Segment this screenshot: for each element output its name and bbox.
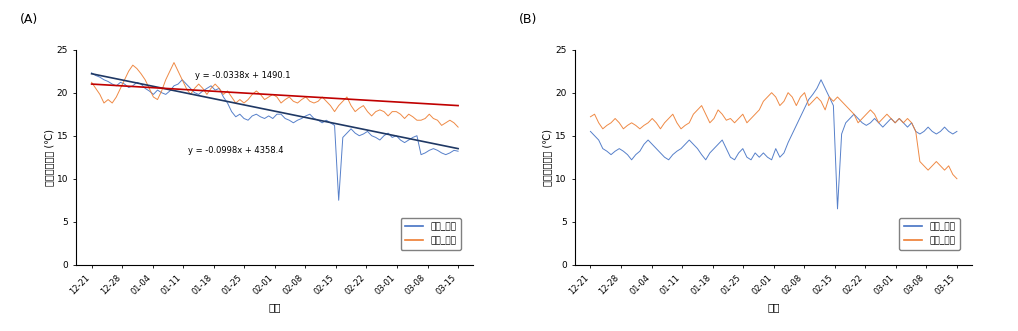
X-axis label: 날자: 날자: [269, 302, 281, 312]
Legend: 남북_내부, 동서_내부: 남북_내부, 동서_내부: [401, 218, 461, 250]
Legend: 남북_외부, 동서_외부: 남북_외부, 동서_외부: [900, 218, 960, 250]
Y-axis label: 봉군내부온도 (℃): 봉군내부온도 (℃): [44, 129, 54, 186]
Text: (B): (B): [519, 13, 538, 26]
Text: y = -0.0338x + 1490.1: y = -0.0338x + 1490.1: [195, 71, 291, 80]
X-axis label: 날자: 날자: [768, 302, 780, 312]
Y-axis label: 봉군외부온도 (℃): 봉군외부온도 (℃): [543, 129, 553, 186]
Text: y = -0.0998x + 4358.4: y = -0.0998x + 4358.4: [187, 146, 283, 155]
Text: (A): (A): [20, 13, 39, 26]
